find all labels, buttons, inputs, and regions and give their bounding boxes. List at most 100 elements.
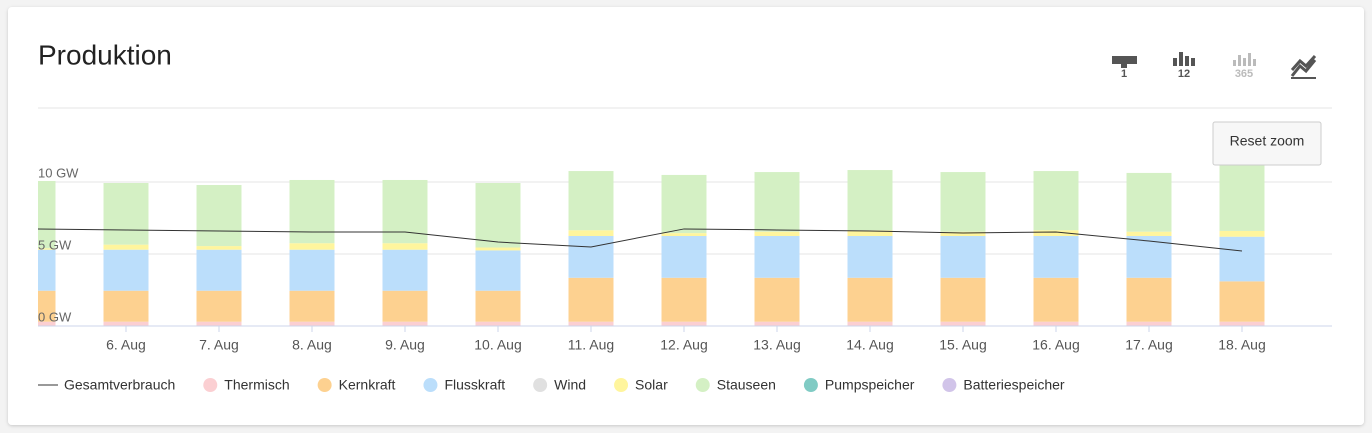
bar-segment: [196, 246, 242, 250]
bar-segment: [1219, 230, 1265, 237]
bar-segment: [289, 179, 335, 244]
bar-segment: [289, 243, 335, 250]
bar-segment: [1033, 321, 1079, 326]
legend-symbol: [203, 378, 218, 392]
bar-segment: [568, 171, 614, 231]
legend-item[interactable]: Kernkraft: [317, 377, 396, 393]
reset-zoom-button[interactable]: Reset zoom: [1212, 121, 1322, 166]
x-tick-label: 10. Aug: [474, 337, 522, 353]
bar-segment: [568, 236, 614, 278]
bar-segment: [1033, 277, 1079, 322]
bar-segment: [382, 179, 428, 244]
bar-segment: [475, 247, 521, 251]
bar-segment: [568, 277, 614, 322]
bar-segment: [940, 277, 986, 322]
bar-segment: [196, 321, 242, 326]
legend-symbol: [942, 378, 957, 392]
bar-segment: [289, 290, 335, 322]
y-tick-label: 10 GW: [38, 165, 79, 180]
bar-segment: [382, 249, 428, 291]
bar-segment: [38, 180, 56, 249]
button-label: Reset zoom: [1230, 133, 1305, 149]
x-tick-label: 18. Aug: [1218, 337, 1266, 353]
legend-label: Batteriespeicher: [963, 377, 1065, 393]
legend-symbol: [423, 378, 438, 392]
line-series: [38, 228, 1243, 252]
bar-segment: [1219, 281, 1265, 322]
view-button: 365: [1233, 53, 1256, 80]
bar-segment: [1033, 230, 1079, 236]
legend-item[interactable]: Solar: [614, 377, 668, 393]
bar-segment: [847, 230, 893, 236]
bar-segment: [382, 290, 428, 322]
view-button[interactable]: 1: [1112, 56, 1137, 80]
bar-segment: [196, 249, 242, 291]
legend-item[interactable]: Batteriespeicher: [942, 377, 1065, 393]
line-view-button[interactable]: [1290, 54, 1317, 79]
bar-segment: [289, 249, 335, 291]
bar-segment: [38, 249, 56, 291]
x-tick-label: 7. Aug: [199, 337, 239, 353]
legend-symbol: [803, 378, 818, 392]
bar-segment: [103, 321, 149, 326]
x-tick-label: 13. Aug: [753, 337, 801, 353]
x-tick-label: 16. Aug: [1032, 337, 1080, 353]
bar-segment: [847, 321, 893, 326]
legend-item[interactable]: Pumpspeicher: [803, 377, 915, 393]
bar-segment: [940, 321, 986, 326]
plot-area: [38, 165, 1332, 326]
x-tick-label: 15. Aug: [939, 337, 987, 353]
bar-segment: [103, 290, 149, 322]
legend-symbol: [614, 378, 629, 392]
legend-label: Wind: [554, 377, 586, 393]
bar-segment: [475, 321, 521, 326]
legend-item[interactable]: Wind: [533, 377, 586, 393]
legend-item[interactable]: Gesamtverbrauch: [38, 377, 175, 393]
legend-label: Pumpspeicher: [825, 377, 915, 393]
bar-segment: [103, 249, 149, 291]
bar-segment: [661, 233, 707, 236]
bar-segment: [38, 321, 56, 326]
bar-segment: [1033, 171, 1079, 231]
bar-segment: [1219, 321, 1265, 326]
legend-label: Solar: [635, 377, 668, 393]
bar-segment: [754, 236, 800, 278]
bar-segment: [38, 248, 56, 250]
bar-segment: [754, 231, 800, 236]
bar-segment: [289, 321, 335, 326]
bar-segment: [103, 244, 149, 250]
bar-segment: [1126, 231, 1172, 236]
x-tick-label: 12. Aug: [660, 337, 708, 353]
legend-label: Thermisch: [224, 377, 289, 393]
y-tick-label: 0 GW: [38, 309, 72, 324]
legend-item[interactable]: Flusskraft: [423, 377, 505, 393]
bar-segment: [38, 290, 56, 322]
legend-label: Flusskraft: [444, 377, 505, 393]
bar-segment: [847, 170, 893, 231]
view-button[interactable]: 12: [1173, 52, 1195, 80]
x-tick-label: 8. Aug: [292, 337, 332, 353]
legend-symbol: [695, 378, 710, 392]
bar-segment: [1126, 321, 1172, 326]
bar-segment: [661, 236, 707, 278]
bar-segment: [754, 321, 800, 326]
bar-segment: [661, 277, 707, 322]
legend-item[interactable]: Thermisch: [203, 377, 290, 393]
bar-segment: [940, 172, 986, 232]
bar-segment: [382, 321, 428, 326]
bar-segment: [196, 290, 242, 322]
bar-segment: [754, 172, 800, 232]
x-tick-label: 14. Aug: [846, 337, 894, 353]
button-label: 365: [1235, 68, 1253, 80]
bar-segment: [1219, 165, 1265, 231]
bar-segment: [940, 236, 986, 278]
legend-label: Gesamtverbrauch: [64, 377, 175, 393]
button-label: 12: [1178, 68, 1190, 80]
legend-symbol: [317, 378, 332, 392]
y-tick-label: 5 GW: [38, 237, 72, 252]
legend-item[interactable]: Stauseen: [695, 377, 776, 393]
bar-segment: [661, 321, 707, 326]
x-tick-label: 9. Aug: [385, 337, 425, 353]
